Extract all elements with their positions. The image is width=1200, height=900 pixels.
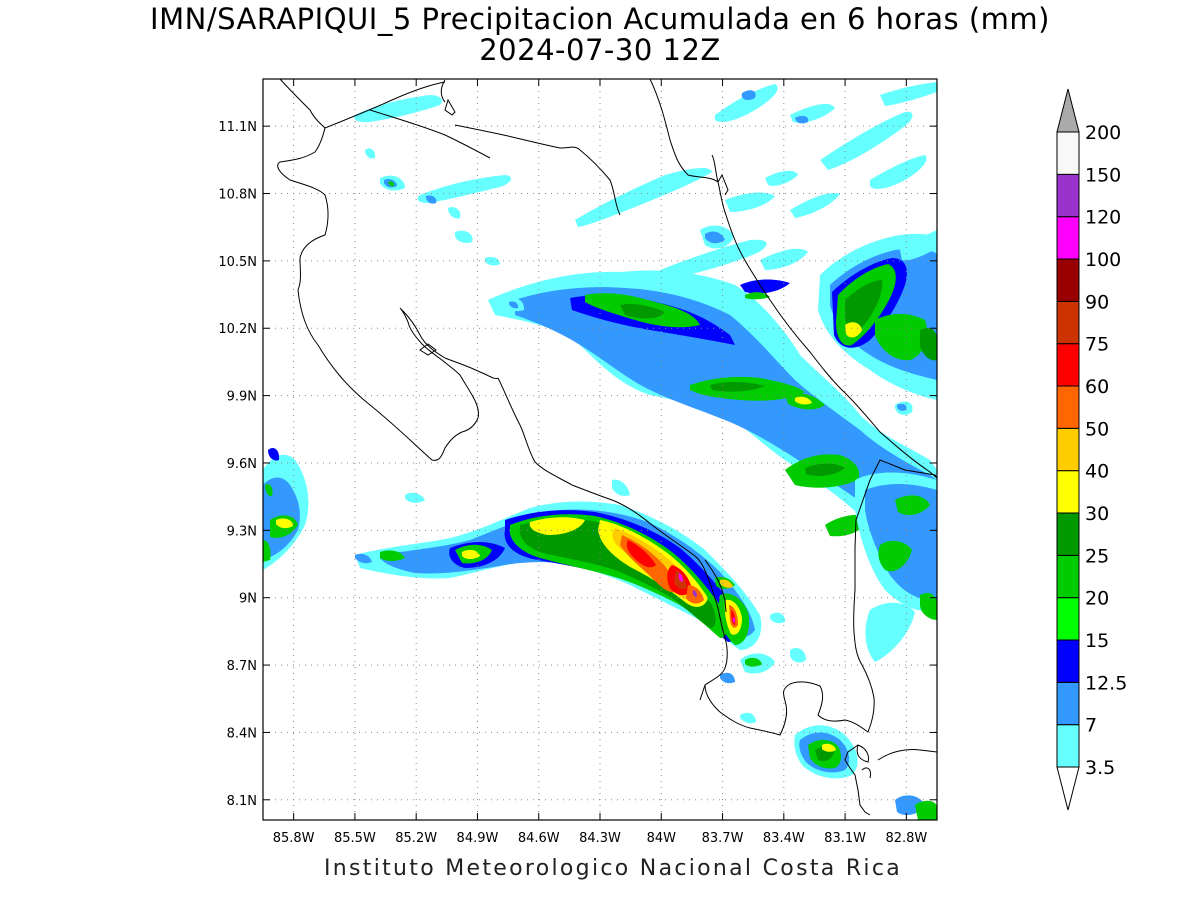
lon-tick-label: 84.3W [579,831,621,846]
map-subtitle: 2024-07-30 12Z [479,33,721,67]
lon-tick-label: 83.4W [763,831,805,846]
axes: 11.1N 10.8N 10.5N 10.2N 9.9N 9.6N 9.3N 9N 8.7N 8.… [218,79,937,846]
rain-cells-west [263,448,309,570]
lat-tick-label: 9.6N [227,457,257,472]
lat-tick-label: 9.3N [227,524,257,539]
footer-credit: Instituto Meteorologico Nacional Costa R… [323,856,903,881]
rain-streaks-north [354,82,937,624]
lon-tick-label: 85.8W [273,831,315,846]
lat-tick-label: 8.1N [227,794,257,809]
coastlines [277,79,937,816]
lat-tick-label: 10.2N [218,322,257,337]
lon-tick-label: 83.1W [824,831,866,846]
lat-tick-label: 9N [239,592,257,607]
lon-tick-label: 85.5W [334,831,376,846]
lat-tick-label: 8.4N [227,726,257,741]
lat-tick-label: 10.8N [218,188,257,203]
grid-lines [263,79,937,820]
lon-tick-label: 84W [647,831,677,846]
lon-tick-label: 83.7W [702,831,744,846]
lat-tick-label: 8.7N [227,659,257,674]
lon-tick-label: 84.9W [457,831,499,846]
lat-tick-label: 9.9N [227,390,257,405]
rain-cells-osa [720,648,937,820]
lon-tick-label: 85.2W [395,831,437,846]
lat-tick-label: 10.5N [218,255,257,270]
lon-tick-label: 82.8W [885,831,927,846]
lon-tick-label: 84.6W [518,831,560,846]
rain-cells-coast [818,233,937,662]
lat-tick-label: 11.1N [218,120,257,135]
map-title: IMN/SARAPIQUI_5 Precipitacion Acumulada … [150,2,1050,36]
